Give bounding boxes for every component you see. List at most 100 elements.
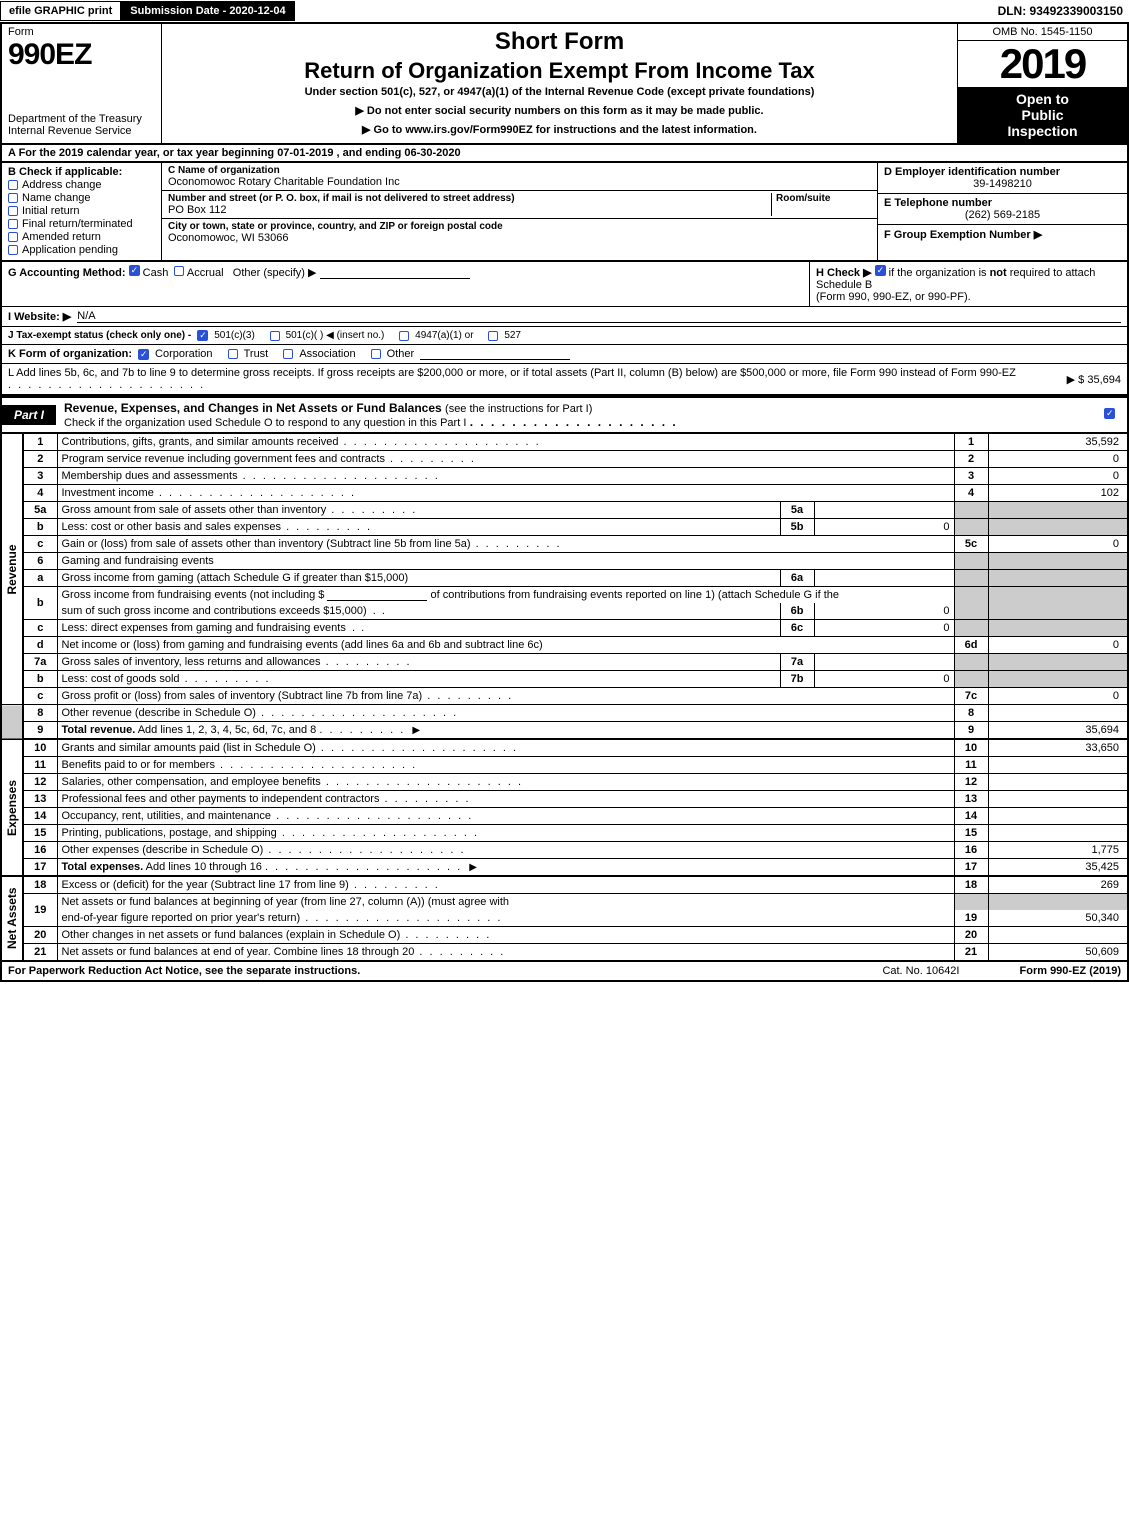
ln-15: 15 [23,825,57,842]
amtn-12: 12 [954,774,988,791]
part-1-sub: (see the instructions for Part I) [445,403,592,415]
k-assoc: Association [299,348,355,360]
d-6b-2: of contributions from fundraising events… [431,589,839,601]
ln-13: 13 [23,791,57,808]
chk-h[interactable] [875,265,886,276]
chk-other-org[interactable] [371,349,381,359]
chk-initial-return[interactable]: Initial return [8,205,155,217]
form-ref: Form 990-EZ (2019) [1020,965,1122,977]
k-other-input[interactable] [420,348,570,360]
room-label: Room/suite [776,193,871,204]
g-other-input[interactable] [320,267,470,279]
chk-4947[interactable] [399,331,409,341]
top-bar: efile GRAPHIC print Submission Date - 20… [0,0,1129,24]
form-header: Form 990EZ Department of the Treasury In… [0,24,1129,145]
table-row: 6 Gaming and fundraising events [1,553,1128,570]
chk-501c3[interactable] [197,330,208,341]
efile-print-button[interactable]: efile GRAPHIC print [0,1,121,21]
chk-address-change[interactable]: Address change [8,179,155,191]
part-1-header: Part I Revenue, Expenses, and Changes in… [0,396,1129,434]
dots [238,470,440,482]
dots [319,724,405,736]
j-4947: 4947(a)(1) or [415,330,473,341]
v-1: 35,592 [988,434,1128,451]
shade [988,654,1128,671]
d-7a: Gross sales of inventory, less returns a… [62,656,321,668]
amtn-9: 9 [954,722,988,740]
chk-accrual[interactable] [174,266,184,276]
phone-value: (262) 569-2185 [884,209,1121,221]
amtn-10: 10 [954,739,988,757]
part-1-schedule-o-check[interactable] [1104,408,1127,422]
ln-7a: 7a [23,654,57,671]
chk-501c[interactable] [270,331,280,341]
checkbox-icon [8,232,18,242]
table-row: 5a Gross amount from sale of assets othe… [1,502,1128,519]
box-d: D Employer identification number 39-1498… [878,163,1127,194]
chk-cash[interactable] [129,265,140,276]
v-13 [988,791,1128,808]
sub-6a: 6a [780,570,814,587]
opt-final: Final return/terminated [22,218,133,230]
dots [338,436,540,448]
dln-label: DLN: 93492339003150 [998,4,1129,18]
d-4: Investment income [62,487,154,499]
amtn-2: 2 [954,451,988,468]
addr-value: PO Box 112 [168,204,771,216]
sv-6a [814,570,954,587]
table-row: 9 Total revenue. Add lines 1, 2, 3, 4, 5… [1,722,1128,740]
shade [988,570,1128,587]
dots [385,453,476,465]
checkbox-icon [8,180,18,190]
chk-527[interactable] [488,331,498,341]
table-row: Net Assets 18 Excess or (deficit) for th… [1,876,1128,894]
page-footer: For Paperwork Reduction Act Notice, see … [0,962,1129,982]
chk-trust[interactable] [228,349,238,359]
v-10: 33,650 [988,739,1128,757]
amtn-7c: 7c [954,688,988,705]
amtn-1: 1 [954,434,988,451]
d-10: Grants and similar amounts paid (list in… [62,742,316,754]
opt-initial: Initial return [22,205,79,217]
header-left: Form 990EZ Department of the Treasury In… [2,24,162,143]
dots [263,844,465,856]
title-short-form: Short Form [172,28,947,56]
ln-2: 2 [23,451,57,468]
chk-name-change[interactable]: Name change [8,192,155,204]
chk-application-pending[interactable]: Application pending [8,244,155,256]
public: Public [960,107,1125,123]
table-row: 3 Membership dues and assessments 3 0 [1,468,1128,485]
table-row: 2 Program service revenue including gove… [1,451,1128,468]
form-word: Form [8,26,155,38]
shade [954,620,988,637]
checkbox-icon [1104,408,1115,419]
opt-address: Address change [22,179,102,191]
shade [988,671,1128,688]
open-to: Open to [960,91,1125,107]
chk-assoc[interactable] [283,349,293,359]
ein-value: 39-1498210 [884,178,1121,190]
d-17-bold: Total expenses. [62,861,144,873]
shade [954,502,988,519]
6b-amount-input[interactable] [327,589,427,601]
d-6: Gaming and fundraising events [57,553,954,570]
chk-final-return[interactable]: Final return/terminated [8,218,155,230]
chk-corp[interactable] [138,349,149,360]
j-label: J Tax-exempt status (check only one) - [8,330,191,341]
chk-amended-return[interactable]: Amended return [8,231,155,243]
side-netassets: Net Assets [1,876,23,961]
amtn-3: 3 [954,468,988,485]
ln-11: 11 [23,757,57,774]
line-g: G Accounting Method: Cash Accrual Other … [0,262,809,307]
part-1-badge: Part I [2,405,56,425]
d-6d: Net income or (loss) from gaming and fun… [57,637,954,654]
table-row: Expenses 10 Grants and similar amounts p… [1,739,1128,757]
amtn-11: 11 [954,757,988,774]
l-text: L Add lines 5b, 6c, and 7b to line 9 to … [8,367,1016,379]
omb-number: OMB No. 1545-1150 [958,24,1127,41]
goto-link[interactable]: ▶ Go to www.irs.gov/Form990EZ for instru… [172,123,947,136]
sv-6b: 0 [814,603,954,620]
city-row: City or town, state or province, country… [162,219,877,260]
g-accrual: Accrual [187,267,224,279]
website-value: N/A [77,310,1121,323]
